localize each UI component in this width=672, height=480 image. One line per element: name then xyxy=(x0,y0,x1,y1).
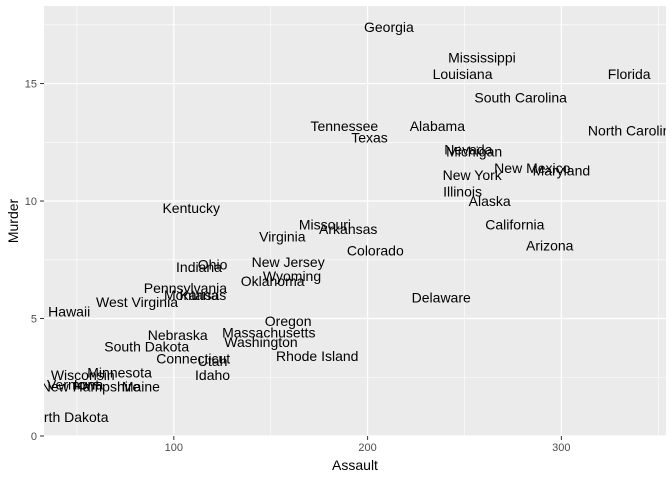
point-label: Hawaii xyxy=(48,303,90,319)
y-tick-label: 15 xyxy=(25,79,37,91)
point-label: Alaska xyxy=(469,193,511,209)
point-label: Delaware xyxy=(412,289,471,305)
point-label: Nevada xyxy=(444,141,492,157)
point-label: Maryland xyxy=(533,162,591,178)
y-tick-label: 0 xyxy=(31,431,37,443)
point-label: Tennessee xyxy=(310,118,378,134)
plot-panel xyxy=(44,6,666,436)
point-label: Alabama xyxy=(410,118,465,134)
point-label: South Dakota xyxy=(104,339,189,355)
point-label: New York xyxy=(443,167,503,183)
point-label: Kansas xyxy=(180,287,227,303)
point-label: Louisiana xyxy=(433,66,493,82)
x-axis-title: Assault xyxy=(332,457,378,473)
point-label: Wyoming xyxy=(263,268,321,284)
point-label: Missouri xyxy=(299,217,351,233)
point-labels: Alabama Alaska Arizona Arkansas California Co… xyxy=(26,19,672,425)
y-tick-label: 10 xyxy=(25,196,37,208)
y-tick-label: 5 xyxy=(31,314,37,326)
point-label: Georgia xyxy=(364,19,414,35)
point-label: Oregon xyxy=(265,313,312,329)
x-tick-label: 300 xyxy=(552,442,570,454)
point-label: Pennsylvania xyxy=(144,280,227,296)
point-label: Virginia xyxy=(259,228,306,244)
point-label: Iowa xyxy=(74,376,104,392)
x-tick-label: 100 xyxy=(165,442,183,454)
point-label: North Carolina xyxy=(588,123,672,139)
point-label: Kentucky xyxy=(162,200,220,216)
point-label: Florida xyxy=(608,66,651,82)
point-label: Arizona xyxy=(526,238,574,254)
point-label: Utah xyxy=(198,353,228,369)
point-label: Mississippi xyxy=(448,50,516,66)
point-label: New Mexico xyxy=(494,160,570,176)
point-label: Vermont xyxy=(47,376,99,392)
point-label: South Carolina xyxy=(474,90,567,106)
point-label: Maine xyxy=(122,379,160,395)
point-label: Colorado xyxy=(347,242,404,258)
point-label: Michigan xyxy=(446,144,502,160)
point-label: New Jersey xyxy=(252,254,325,270)
point-label: Idaho xyxy=(195,367,230,383)
y-axis-title: Murder xyxy=(5,198,21,243)
point-label: California xyxy=(485,217,544,233)
point-label: Montana xyxy=(164,287,219,303)
point-label: Nebraska xyxy=(148,327,208,343)
point-label: New Hampshire xyxy=(41,379,141,395)
point-label: Oklahoma xyxy=(241,273,305,289)
point-label: Rhode Island xyxy=(276,348,359,364)
point-label: Washington xyxy=(224,334,297,350)
x-axis-ticks: 100 200 300 xyxy=(165,436,571,454)
point-label: North Dakota xyxy=(26,409,109,425)
point-label: Minnesota xyxy=(87,365,152,381)
point-label: Connecticut xyxy=(156,350,230,366)
point-label: Massachusetts xyxy=(222,325,315,341)
minor-gridlines xyxy=(44,6,666,436)
x-tick-label: 200 xyxy=(358,442,376,454)
y-axis-ticks: 0 5 10 15 xyxy=(25,79,44,443)
point-label: West Virginia xyxy=(96,294,178,310)
point-label: Illinois xyxy=(443,184,482,200)
point-label: Indiana xyxy=(176,259,222,275)
point-label: Wisconsin xyxy=(51,367,115,383)
point-label: Ohio xyxy=(198,256,228,272)
point-label: Arkansas xyxy=(319,221,377,237)
major-gridlines xyxy=(44,6,666,437)
point-label: Texas xyxy=(351,130,388,146)
